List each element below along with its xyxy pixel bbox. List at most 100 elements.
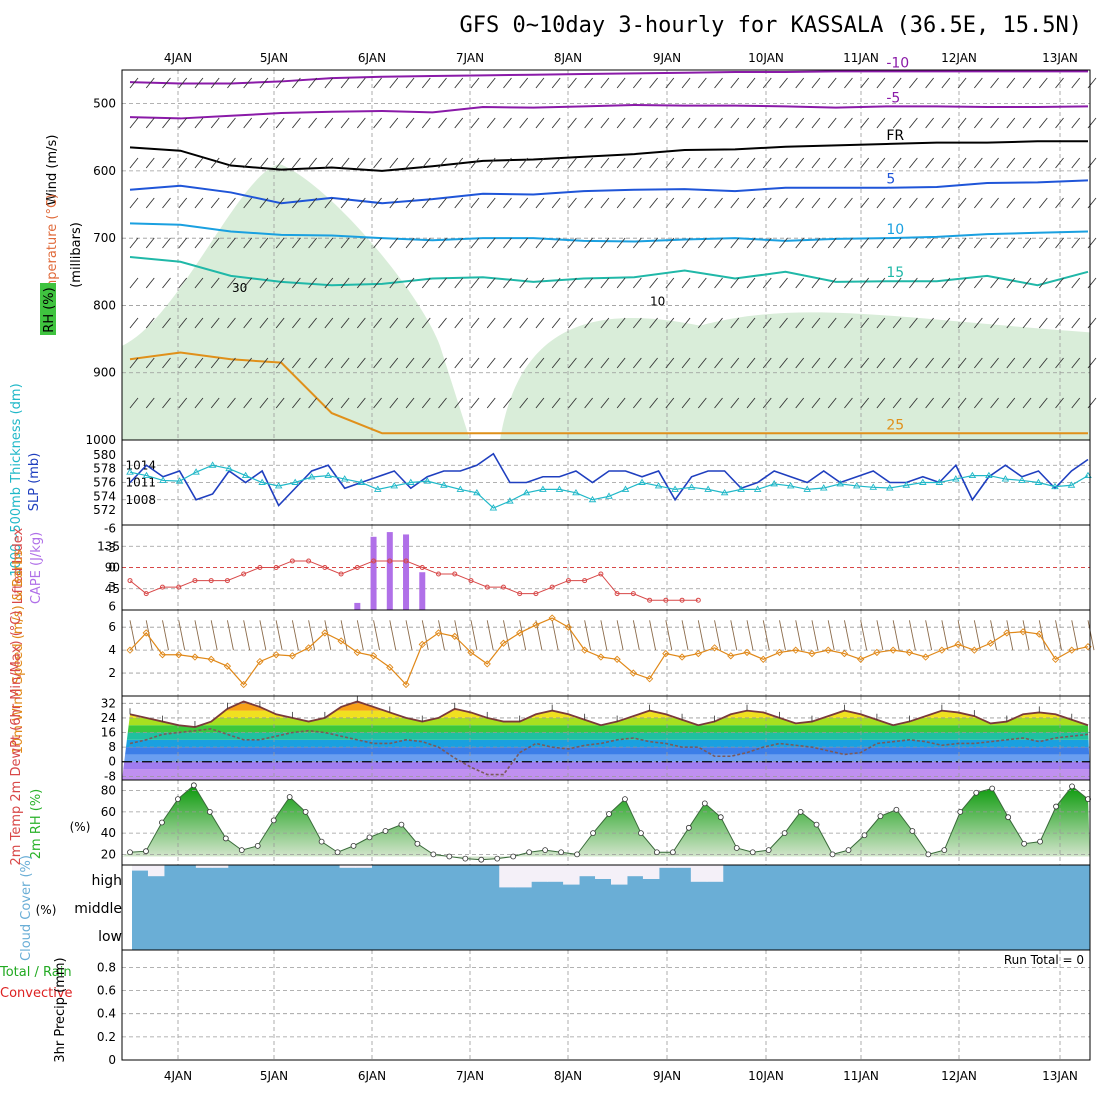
upper-wind-barb (844, 157, 853, 169)
upper-wind-barb (438, 157, 447, 169)
upper-wind-barb (990, 277, 999, 289)
upper-wind-barb (1055, 397, 1064, 409)
upper-wind-barb (1055, 157, 1064, 169)
upper-wind-barb (259, 157, 269, 169)
surface-wind-barb (438, 620, 445, 651)
upper-wind-barb (275, 277, 285, 289)
upper-wind-barb (892, 117, 902, 129)
thickness-marker (241, 471, 250, 479)
rh2m-axis-label: 2m RH (%) (29, 789, 44, 860)
upper-wind-barb (697, 157, 707, 169)
upper-wind-barb (1087, 197, 1097, 209)
top-day-label: 9JAN (653, 51, 681, 65)
upper-wind-barb (649, 77, 658, 89)
upper-wind-barb (243, 77, 253, 89)
upper-wind-barb (145, 77, 155, 89)
surface-wind-barb (145, 620, 153, 651)
upper-wind-barb (730, 157, 740, 169)
upper-wind-barb (811, 397, 821, 409)
wind-speed-marker (337, 637, 345, 645)
lifted-index-marker (647, 597, 653, 603)
upper-wind-barb (389, 117, 399, 129)
upper-wind-barb (795, 357, 805, 369)
upper-wind-barb (762, 317, 772, 329)
rh2m-marker (238, 847, 245, 854)
thickness-marker (506, 497, 514, 504)
thickness-marker (522, 488, 531, 496)
wind-speed-marker (645, 675, 654, 683)
upper-wind-barb (941, 317, 951, 329)
upper-wind-barb (941, 357, 951, 369)
lifted-index-marker (614, 591, 620, 597)
surface-wind-barb (356, 620, 364, 651)
upper-wind-barb (292, 197, 301, 209)
upper-wind-barb (259, 317, 269, 329)
rh2m-marker (638, 830, 644, 837)
rh2m-marker (1005, 814, 1012, 821)
thickness-marker (919, 478, 927, 485)
wind-speed-marker (175, 651, 183, 659)
upper-wind-barb (827, 237, 837, 249)
surface-wind-barb (1022, 620, 1030, 651)
upper-wind-barb (697, 237, 707, 249)
upper-wind-barb (324, 277, 334, 289)
upper-wind-label: Wind (m/s) (45, 135, 60, 206)
thickness-marker (605, 492, 613, 499)
upper-wind-barb (762, 117, 772, 129)
upper-wind-barb (340, 157, 350, 169)
surface-wind-barb (714, 620, 721, 651)
rh2m-marker (749, 849, 756, 856)
thickness-marker (258, 478, 266, 485)
lifted-index-axis-label: Lifted Index (11, 527, 26, 604)
upper-wind-barb (259, 357, 269, 369)
upper-wind-barb (779, 197, 788, 209)
upper-wind-barb (746, 397, 756, 409)
upper-wind-barb (600, 237, 610, 249)
upper-wind-barb (990, 397, 999, 409)
upper-wind-barb (405, 197, 415, 209)
upper-wind-barb (178, 117, 188, 129)
upper-wind-barb (210, 277, 220, 289)
wind-speed-marker (548, 614, 556, 622)
cape-axis-label: CAPE (J/kg) (29, 532, 44, 604)
upper-wind-barb (145, 277, 155, 289)
upper-wind-barb (811, 317, 821, 329)
upper-wind-barb (925, 157, 934, 169)
upper-wind-barb (762, 357, 772, 369)
temp-band (122, 769, 1090, 780)
wind-speed-marker (840, 649, 849, 658)
lifted-index-marker (663, 597, 669, 603)
upper-wind-barb (243, 237, 253, 249)
upper-wind-barb (665, 357, 675, 369)
upper-wind-barb (454, 117, 464, 129)
lifted-index-marker (387, 558, 393, 564)
wind10m-panel-frame (121, 609, 1091, 697)
panels: 5006007008009001000-10-5FR51015253010572… (36, 55, 1097, 1067)
upper-wind-barb (324, 357, 334, 369)
upper-wind-barb (1087, 317, 1097, 329)
upper-wind-barb (633, 77, 642, 89)
high-cloud-gap (211, 865, 229, 868)
upper-wind-barb (811, 197, 821, 209)
thickness-marker (869, 483, 878, 490)
surface-wind-barb (535, 620, 543, 651)
upper-wind-barb (421, 317, 431, 329)
rh-contour-label: 30 (232, 281, 247, 295)
surface-wind-barb (470, 620, 478, 651)
upper-wind-barb (145, 317, 155, 329)
upper-wind-barb (340, 277, 350, 289)
wind-speed-marker (759, 655, 767, 663)
upper-wind-barb (827, 117, 837, 129)
rh2m-marker (159, 819, 165, 826)
upper-wind-barb (243, 357, 253, 369)
isotherm-line (129, 351, 1088, 435)
upper-wind-barb (1038, 277, 1048, 289)
upper-wind-barb (373, 277, 382, 289)
upper-wind-barb (178, 357, 188, 369)
upper-wind-barb (600, 157, 610, 169)
lifted-index-marker (127, 578, 133, 584)
surface-wind-barb (194, 620, 202, 651)
wind-speed-marker (240, 680, 248, 689)
rh2m-marker (781, 830, 788, 837)
upper-wind-barb (714, 317, 723, 329)
